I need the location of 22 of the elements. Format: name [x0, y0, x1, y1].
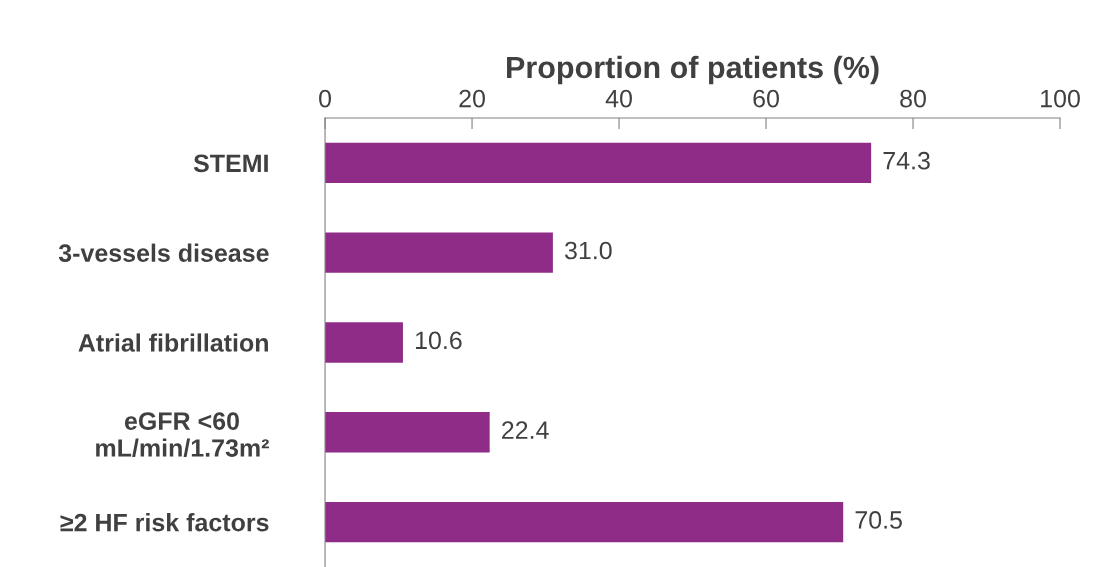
data-label: 31.0: [564, 241, 612, 260]
y-tick-label: 3-vessels disease: [58, 243, 269, 262]
data-label: 22.4: [502, 421, 549, 439]
y-tick-label: STEMI: [193, 154, 268, 173]
y-tick-label: eGFR <60 mL/min/1.73m²: [96, 412, 269, 458]
x-axis-title: Proportion of patients (%): [507, 55, 879, 85]
bar: [325, 232, 553, 273]
y-tick-label: Atrial fibrillation: [78, 333, 268, 352]
data-label: 10.6: [415, 331, 462, 350]
bar: [325, 322, 403, 363]
bar: [325, 412, 490, 453]
data-label: 74.3: [883, 151, 930, 170]
bar: [325, 501, 844, 543]
y-tick-label: ≥2 HF risk factors: [60, 513, 269, 532]
x-tick-label: 100: [1041, 89, 1080, 108]
x-tick-label: 20: [459, 89, 485, 108]
x-tick-label: 60: [753, 89, 779, 108]
x-tick-label: 0: [319, 89, 332, 108]
bar: [325, 142, 872, 184]
x-tick-label: 80: [900, 89, 926, 108]
x-tick-label: 40: [605, 89, 632, 108]
data-label: 70.5: [855, 511, 902, 529]
